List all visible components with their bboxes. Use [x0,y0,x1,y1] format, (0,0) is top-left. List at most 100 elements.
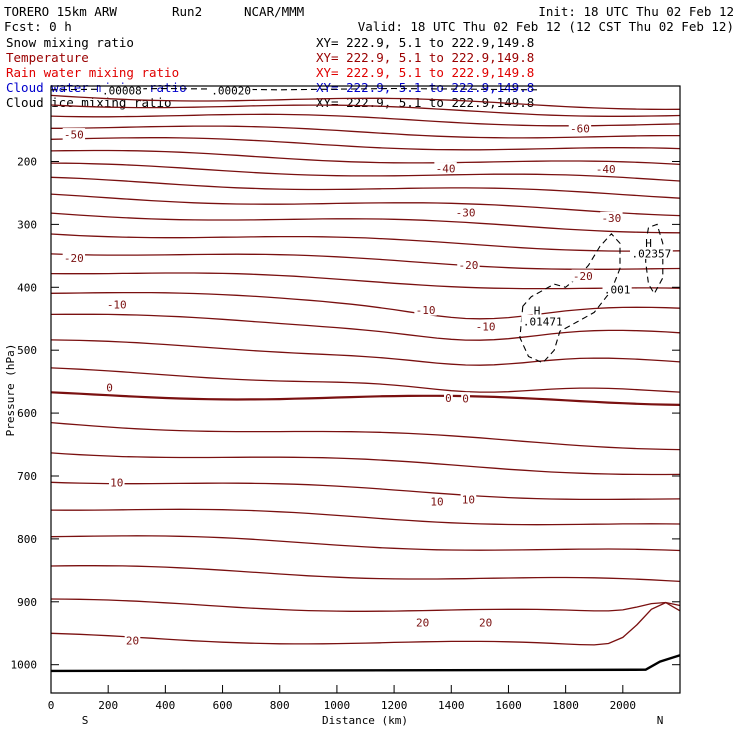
header-run: Run2 [172,4,202,19]
surface-line [50,654,681,673]
plot-frame [50,85,681,694]
x-tick-label-600: 600 [213,699,233,712]
endpoint-label-north: N [657,714,664,727]
temperature-label-bg-18 [414,616,431,629]
legend-name-rain: Rain water mixing ratio [6,65,179,80]
legend-xy-cloud-water: XY= 222.9, 5.1 to 222.9,149.8 [316,80,534,95]
snow-label-bg-4 [630,246,673,259]
legend-xy-snow: XY= 222.9, 5.1 to 222.9,149.8 [316,35,534,50]
y-tick-label-700: 700 [17,470,37,483]
snow-label-1: H [534,305,541,318]
isotherm-line-19 [50,452,681,476]
temperature-label-bg-19 [477,616,494,629]
terrain-surface [50,654,681,673]
y-tick-label-400: 400 [17,281,37,294]
temperature-label-bg-11 [474,319,497,332]
temperature-label-12: 0 [106,381,113,394]
x-tick-label-2000: 2000 [610,699,637,712]
temperature-label-bg-7 [457,258,480,271]
temperature-label-17: 10 [462,493,475,506]
y-tick-label-300: 300 [17,218,37,231]
temperature-label-bg-10 [414,303,437,316]
isotherm-line-9 [50,212,681,234]
y-tick-label-500: 500 [17,344,37,357]
isotherm-line-13 [50,291,681,320]
isotherm-line-4 [50,137,681,151]
temperature-label-14: 0 [462,393,469,406]
legend-xy-rain: XY= 222.9, 5.1 to 222.9,149.8 [316,65,534,80]
isotherm-line-17 [50,391,681,406]
temperature-label-bg-16 [429,494,445,507]
y-tick-label-600: 600 [17,407,37,420]
isotherm-line-5 [50,149,681,166]
isotherm-line-3 [51,125,680,139]
temperature-label-20: 20 [126,634,139,647]
isotherm-line-15 [50,339,681,366]
isotherm-line-22 [50,535,681,552]
temperature-label-bg-3 [594,162,617,175]
temperature-label-15: 10 [110,476,123,489]
isotherm-line-12 [50,272,681,290]
endpoint-label-south: S [82,714,89,727]
temperature-label-11: -10 [476,320,496,333]
header-fcst: Fcst: 0 h [4,19,72,34]
snow-contour-north [645,223,664,295]
x-tick-label-400: 400 [155,699,175,712]
snow-label-4: .02357 [632,247,672,260]
isotherm-line-8 [50,193,681,217]
temperature-label-5: -30 [601,212,621,225]
temperature-label-0: -60 [570,122,590,135]
top-label-0: .00008 [102,85,142,98]
legend-name-cloud-water: Cloud water mixing ratio [6,80,187,95]
y-tick-label-1000: 1000 [11,659,38,672]
temperature-label-bg-15 [108,475,125,488]
temperature-label-bg-9 [105,297,128,310]
temperature-label-6: -20 [64,252,84,265]
y-tick-label-900: 900 [17,596,37,609]
y-axis-label: Pressure (hPa) [4,344,17,437]
contour-labels: -60-50-40 -40-30 -30-20-20-20-10 -10-1000 01… [62,84,673,647]
legend-name-snow: Snow mixing ratio [6,35,134,50]
y-tick-label-200: 200 [17,155,37,168]
temperature-label-bg-1 [62,128,86,141]
isotherm-line-1 [50,104,681,117]
temperature-label-bg-20 [124,633,141,646]
x-tick-label-1800: 1800 [552,699,579,712]
header-valid: Valid: 18 UTC Thu 02 Feb 12 (12 CST Thu … [358,19,734,34]
temperature-label-bg-14 [461,392,470,405]
snow-contour-top [50,87,538,91]
x-tick-label-1400: 1400 [438,699,465,712]
legend-name-temperature: Temperature [6,50,89,65]
temperature-label-bg-17 [460,492,477,505]
temperature-label-16: 10 [430,495,443,508]
isotherm-line-11 [50,253,681,270]
x-axis-ticks: 0 200 400 600 800 1000 1200 1400 1600 1800 2000 [48,685,636,712]
temperature-label-8: -20 [573,270,593,283]
snow-label-0: .001 [604,283,631,296]
legend-name-cloud-ice: Cloud ice mixing ratio [6,95,172,110]
snow-label-2: .01471 [523,315,563,328]
snow-contours [50,87,664,364]
isotherm-line-14 [50,313,681,341]
isotherm-line-0 [50,94,681,111]
temperature-label-9: -10 [107,298,127,311]
temperature-label-bg-6 [62,251,86,264]
x-tick-label-200: 200 [98,699,118,712]
temperature-label-bg-0 [568,121,592,134]
temperature-label-bg-4 [454,206,477,219]
temperature-label-4: -30 [456,207,476,220]
isotherm-line-16 [50,367,681,393]
temperature-contours [50,94,681,646]
temperature-label-2: -40 [436,163,456,176]
snow-label-bg-2 [521,314,565,327]
isotherm-line-25 [50,601,681,646]
legend-xy-temperature: XY= 222.9, 5.1 to 222.9,149.8 [316,50,534,65]
isotherm-line-20 [50,481,681,501]
x-tick-label-800: 800 [270,699,290,712]
top-label-1: .00020 [211,85,251,98]
x-tick-label-1000: 1000 [324,699,351,712]
isotherm-line-6 [50,162,681,182]
isotherm-line-10 [50,233,681,252]
